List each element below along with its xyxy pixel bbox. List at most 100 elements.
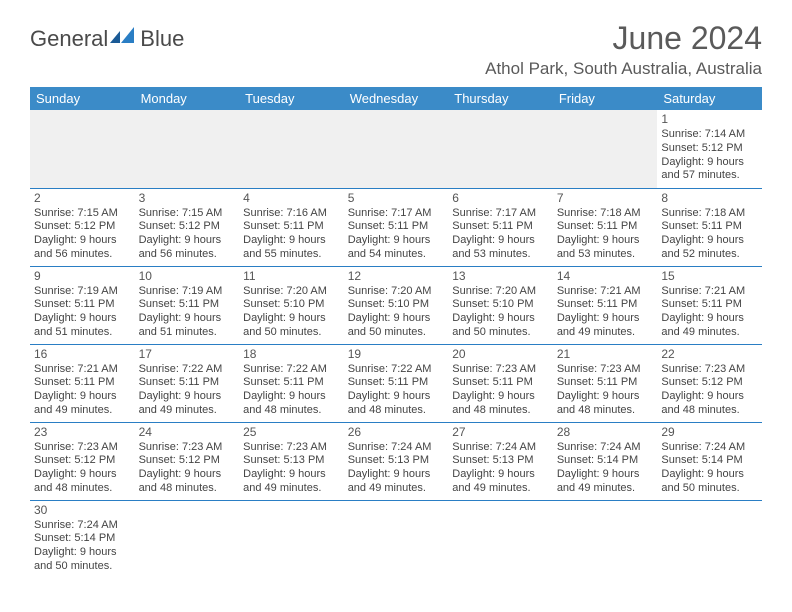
day-cell	[448, 500, 553, 578]
day-header: Saturday	[657, 87, 762, 110]
day-header: Friday	[553, 87, 658, 110]
day-header: Wednesday	[344, 87, 449, 110]
sunset-text: Sunset: 5:11 PM	[348, 220, 445, 234]
sunset-text: Sunset: 5:11 PM	[243, 220, 340, 234]
sunrise-text: Sunrise: 7:17 AM	[348, 207, 445, 221]
sunset-text: Sunset: 5:13 PM	[452, 454, 549, 468]
day-number: 11	[243, 269, 340, 284]
daylight-text: Daylight: 9 hours and 48 minutes.	[34, 468, 131, 496]
daylight-text: Daylight: 9 hours and 56 minutes.	[139, 234, 236, 262]
daylight-text: Daylight: 9 hours and 52 minutes.	[661, 234, 758, 262]
sunset-text: Sunset: 5:10 PM	[348, 298, 445, 312]
daylight-text: Daylight: 9 hours and 51 minutes.	[139, 312, 236, 340]
day-number: 13	[452, 269, 549, 284]
day-cell: 30Sunrise: 7:24 AMSunset: 5:14 PMDayligh…	[30, 500, 135, 578]
day-cell	[239, 110, 344, 188]
day-cell: 13Sunrise: 7:20 AMSunset: 5:10 PMDayligh…	[448, 266, 553, 344]
day-number: 23	[34, 425, 131, 440]
daylight-text: Daylight: 9 hours and 48 minutes.	[557, 390, 654, 418]
sunrise-text: Sunrise: 7:23 AM	[243, 441, 340, 455]
day-cell: 8Sunrise: 7:18 AMSunset: 5:11 PMDaylight…	[657, 188, 762, 266]
day-number: 10	[139, 269, 236, 284]
daylight-text: Daylight: 9 hours and 49 minutes.	[34, 390, 131, 418]
sunset-text: Sunset: 5:11 PM	[557, 376, 654, 390]
day-cell: 3Sunrise: 7:15 AMSunset: 5:12 PMDaylight…	[135, 188, 240, 266]
day-cell: 18Sunrise: 7:22 AMSunset: 5:11 PMDayligh…	[239, 344, 344, 422]
sunset-text: Sunset: 5:10 PM	[452, 298, 549, 312]
daylight-text: Daylight: 9 hours and 49 minutes.	[452, 468, 549, 496]
day-cell	[135, 500, 240, 578]
title-block: June 2024 Athol Park, South Australia, A…	[485, 20, 762, 79]
day-cell	[239, 500, 344, 578]
day-number: 22	[661, 347, 758, 362]
sunset-text: Sunset: 5:13 PM	[243, 454, 340, 468]
daylight-text: Daylight: 9 hours and 56 minutes.	[34, 234, 131, 262]
daylight-text: Daylight: 9 hours and 50 minutes.	[243, 312, 340, 340]
daylight-text: Daylight: 9 hours and 49 minutes.	[661, 312, 758, 340]
day-header: Sunday	[30, 87, 135, 110]
daylight-text: Daylight: 9 hours and 48 minutes.	[348, 390, 445, 418]
day-cell: 1Sunrise: 7:14 AMSunset: 5:12 PMDaylight…	[657, 110, 762, 188]
sunrise-text: Sunrise: 7:20 AM	[243, 285, 340, 299]
day-header: Tuesday	[239, 87, 344, 110]
day-cell	[553, 500, 658, 578]
day-cell	[553, 110, 658, 188]
day-cell: 27Sunrise: 7:24 AMSunset: 5:13 PMDayligh…	[448, 422, 553, 500]
day-number: 21	[557, 347, 654, 362]
day-cell: 4Sunrise: 7:16 AMSunset: 5:11 PMDaylight…	[239, 188, 344, 266]
day-number: 6	[452, 191, 549, 206]
sunrise-text: Sunrise: 7:15 AM	[34, 207, 131, 221]
day-number: 19	[348, 347, 445, 362]
daylight-text: Daylight: 9 hours and 50 minutes.	[452, 312, 549, 340]
daylight-text: Daylight: 9 hours and 54 minutes.	[348, 234, 445, 262]
sunset-text: Sunset: 5:11 PM	[557, 298, 654, 312]
day-cell	[448, 110, 553, 188]
day-number: 24	[139, 425, 236, 440]
sunrise-text: Sunrise: 7:16 AM	[243, 207, 340, 221]
week-row: 16Sunrise: 7:21 AMSunset: 5:11 PMDayligh…	[30, 344, 762, 422]
sunset-text: Sunset: 5:14 PM	[557, 454, 654, 468]
day-number: 12	[348, 269, 445, 284]
week-row: 2Sunrise: 7:15 AMSunset: 5:12 PMDaylight…	[30, 188, 762, 266]
day-cell: 11Sunrise: 7:20 AMSunset: 5:10 PMDayligh…	[239, 266, 344, 344]
day-cell: 22Sunrise: 7:23 AMSunset: 5:12 PMDayligh…	[657, 344, 762, 422]
sunset-text: Sunset: 5:12 PM	[34, 220, 131, 234]
sunrise-text: Sunrise: 7:18 AM	[661, 207, 758, 221]
header: General Blue June 2024 Athol Park, South…	[30, 20, 762, 79]
sunset-text: Sunset: 5:14 PM	[34, 532, 131, 546]
week-row: 9Sunrise: 7:19 AMSunset: 5:11 PMDaylight…	[30, 266, 762, 344]
calendar-body: 1Sunrise: 7:14 AMSunset: 5:12 PMDaylight…	[30, 110, 762, 578]
sunset-text: Sunset: 5:11 PM	[452, 376, 549, 390]
day-number: 20	[452, 347, 549, 362]
sunrise-text: Sunrise: 7:19 AM	[34, 285, 131, 299]
day-cell: 16Sunrise: 7:21 AMSunset: 5:11 PMDayligh…	[30, 344, 135, 422]
daylight-text: Daylight: 9 hours and 50 minutes.	[661, 468, 758, 496]
daylight-text: Daylight: 9 hours and 49 minutes.	[557, 312, 654, 340]
daylight-text: Daylight: 9 hours and 49 minutes.	[557, 468, 654, 496]
day-cell	[657, 500, 762, 578]
day-cell: 9Sunrise: 7:19 AMSunset: 5:11 PMDaylight…	[30, 266, 135, 344]
location-text: Athol Park, South Australia, Australia	[485, 59, 762, 79]
daylight-text: Daylight: 9 hours and 51 minutes.	[34, 312, 131, 340]
daylight-text: Daylight: 9 hours and 53 minutes.	[452, 234, 549, 262]
day-number: 18	[243, 347, 340, 362]
day-number: 1	[661, 112, 758, 127]
sunrise-text: Sunrise: 7:22 AM	[243, 363, 340, 377]
logo: General Blue	[30, 26, 184, 52]
logo-text-part1: General	[30, 26, 108, 52]
day-cell: 7Sunrise: 7:18 AMSunset: 5:11 PMDaylight…	[553, 188, 658, 266]
sunrise-text: Sunrise: 7:24 AM	[452, 441, 549, 455]
sunset-text: Sunset: 5:11 PM	[139, 298, 236, 312]
sunset-text: Sunset: 5:12 PM	[661, 376, 758, 390]
day-number: 16	[34, 347, 131, 362]
month-title: June 2024	[485, 20, 762, 57]
day-cell: 21Sunrise: 7:23 AMSunset: 5:11 PMDayligh…	[553, 344, 658, 422]
daylight-text: Daylight: 9 hours and 49 minutes.	[243, 468, 340, 496]
sunrise-text: Sunrise: 7:23 AM	[139, 441, 236, 455]
sunset-text: Sunset: 5:11 PM	[34, 298, 131, 312]
day-number: 2	[34, 191, 131, 206]
day-header: Monday	[135, 87, 240, 110]
day-cell	[344, 500, 449, 578]
daylight-text: Daylight: 9 hours and 50 minutes.	[34, 546, 131, 574]
day-cell: 28Sunrise: 7:24 AMSunset: 5:14 PMDayligh…	[553, 422, 658, 500]
